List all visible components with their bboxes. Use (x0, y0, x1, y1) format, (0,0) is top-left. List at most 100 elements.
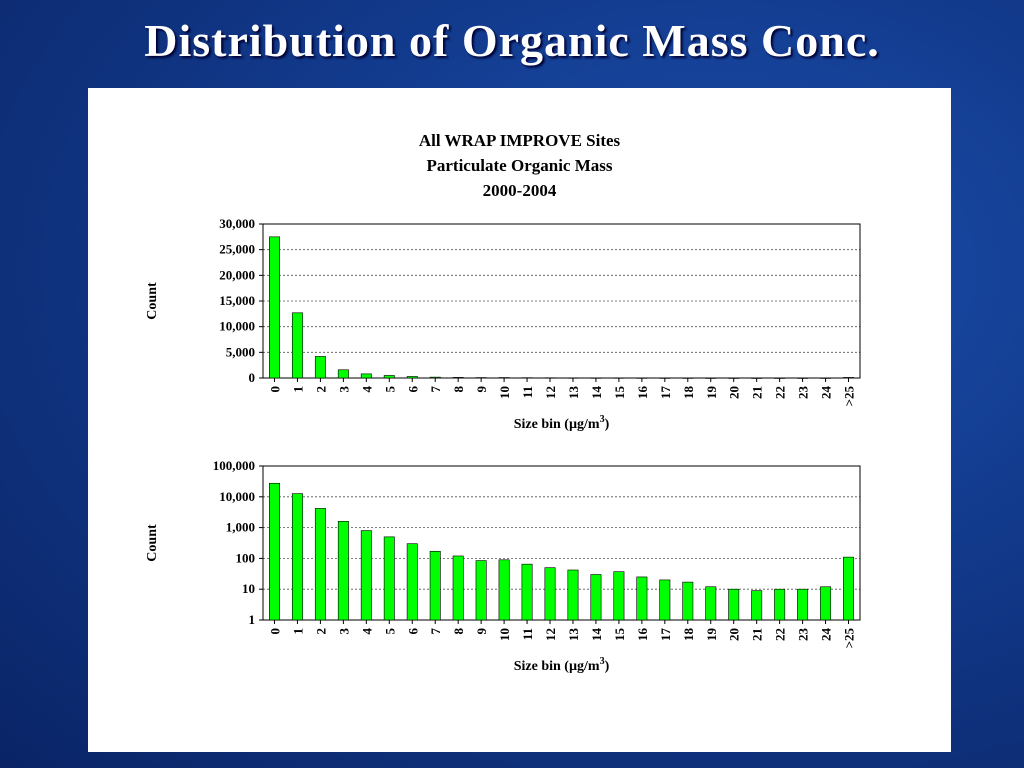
log-chart-bar (820, 586, 832, 621)
log-chart-x-tick-label: 19 (704, 628, 719, 642)
log-chart-bar (314, 508, 326, 621)
log-chart-x-tick-label: 9 (474, 628, 489, 635)
linear-chart-x-tick-label: 11 (520, 386, 535, 398)
log-chart-x-tick-label: 2 (313, 628, 328, 635)
log-chart-x-tick-label: 20 (727, 628, 742, 641)
linear-chart-x-axis-label: Size bin (µg/m3) (514, 414, 610, 432)
log-chart-x-tick-label: 6 (405, 628, 420, 635)
log-chart-bar (590, 574, 602, 621)
linear-chart-x-tick-label: 20 (727, 386, 742, 399)
log-chart-x-tick-label: >25 (842, 628, 857, 649)
linear-chart-x-tick-label: 14 (589, 386, 604, 400)
chart-panel: All WRAP IMPROVE Sites Particulate Organ… (88, 88, 951, 752)
linear-chart-x-tick-label: 0 (267, 386, 282, 393)
log-chart-x-tick-label: 18 (681, 628, 696, 642)
log-chart-bar (269, 482, 280, 621)
log-chart-x-tick-label: 23 (796, 628, 811, 642)
log-chart-bar (728, 588, 740, 621)
linear-chart-y-tick-label: 30,000 (219, 216, 255, 231)
linear-chart-x-tick-label: 8 (451, 386, 466, 393)
log-chart-x-tick-label: 22 (773, 628, 788, 641)
log-chart-x-tick-label: 5 (382, 628, 397, 635)
linear-chart-x-tick-label: 15 (612, 386, 627, 400)
linear-chart-x-tick-label: 7 (428, 386, 443, 393)
log-chart-bar (636, 576, 648, 621)
linear-chart-x-tick-label: 23 (796, 386, 811, 400)
log-chart-bar (682, 581, 694, 621)
linear-chart-bar (383, 375, 395, 379)
linear-chart-x-tick-label: 24 (819, 386, 834, 400)
linear-chart-x-tick-label: 16 (635, 386, 650, 400)
linear-chart-bar (406, 376, 418, 379)
linear-chart-y-tick-label: 5,000 (226, 344, 255, 359)
log-chart-x-tick-label: 3 (336, 628, 351, 635)
linear-chart-bar (337, 369, 349, 379)
log-chart-x-tick-label: 12 (543, 628, 558, 641)
linear-chart-y-tick-label: 25,000 (219, 242, 255, 257)
log-chart-x-tick-label: 11 (520, 628, 535, 640)
log-chart-x-tick-label: 1 (290, 628, 305, 635)
log-chart-plot-frame (262, 465, 861, 621)
log-chart-bar (613, 571, 625, 621)
linear-chart-bar (360, 373, 372, 379)
linear-chart-y-tick-label: 0 (249, 370, 256, 385)
linear-chart-bar (843, 377, 854, 379)
linear-chart-bar (291, 312, 303, 379)
linear-chart-x-tick-label: 21 (750, 386, 765, 399)
log-chart-bar (406, 543, 418, 621)
linear-chart-y-tick-label: 20,000 (219, 267, 255, 282)
linear-chart-x-tick-label: 18 (681, 386, 696, 400)
log-chart-y-tick-label: 10,000 (219, 489, 255, 504)
linear-chart-y-tick-label: 15,000 (219, 293, 255, 308)
chart-title-line-2: Particulate Organic Mass (426, 156, 613, 175)
log-chart-bar (475, 560, 487, 621)
linear-chart-x-tick-label: 12 (543, 386, 558, 399)
linear-chart-bar (314, 356, 326, 379)
linear-chart-x-tick-label: 5 (382, 386, 397, 393)
log-chart-x-tick-label: 14 (589, 628, 604, 642)
log-chart-y-tick-label: 10 (242, 581, 255, 596)
linear-chart-x-tick-label: 2 (313, 386, 328, 393)
log-chart-y-tick-label: 1 (249, 612, 256, 627)
linear-chart-x-tick-label: 1 (290, 386, 305, 393)
slide-title: Distribution of Organic Mass Conc. (144, 15, 880, 66)
log-chart-bar (843, 556, 854, 621)
log-chart-x-tick-label: 4 (359, 628, 374, 635)
log-chart-bar (567, 569, 579, 621)
linear-chart-x-tick-label: 9 (474, 386, 489, 393)
log-chart-bar (521, 563, 533, 621)
log-chart-y-tick-label: 100,000 (213, 458, 255, 473)
linear-chart-x-tick-label: 17 (658, 386, 673, 400)
log-chart-bar (797, 588, 809, 621)
log-chart-x-tick-label: 15 (612, 628, 627, 642)
log-chart-x-tick-label: 13 (566, 628, 581, 642)
linear-chart-x-tick-label: 13 (566, 386, 581, 400)
linear-chart-bar (269, 236, 280, 379)
log-chart-bar (360, 530, 372, 621)
log-chart-y-axis-label: Count (145, 524, 160, 562)
linear-chart-bar (429, 376, 441, 379)
linear-chart-x-tick-label: 3 (336, 386, 351, 393)
log-chart-y-tick-label: 100 (236, 550, 256, 565)
linear-chart-x-tick-label: >25 (842, 386, 857, 407)
linear-chart-x-tick-label: 10 (497, 386, 512, 399)
linear-chart-x-tick-label: 6 (405, 386, 420, 393)
log-chart-bar (774, 588, 786, 621)
linear-chart-y-axis-label: Count (145, 282, 160, 320)
linear-chart-y-tick-label: 10,000 (219, 319, 255, 334)
log-chart-bar (429, 551, 441, 621)
linear-chart-plot-frame (262, 223, 861, 379)
log-chart-x-tick-label: 21 (750, 628, 765, 641)
linear-chart-x-tick-label: 22 (773, 386, 788, 399)
log-chart-bar (751, 590, 763, 621)
log-chart-y-tick-label: 1,000 (226, 520, 255, 535)
log-chart-x-tick-label: 17 (658, 628, 673, 642)
log-chart-x-tick-label: 10 (497, 628, 512, 641)
linear-chart-bar (452, 377, 464, 379)
log-chart-bar (291, 493, 303, 621)
log-chart-bar (383, 536, 395, 621)
log-chart-bar (337, 521, 349, 621)
log-chart-x-tick-label: 7 (428, 628, 443, 635)
